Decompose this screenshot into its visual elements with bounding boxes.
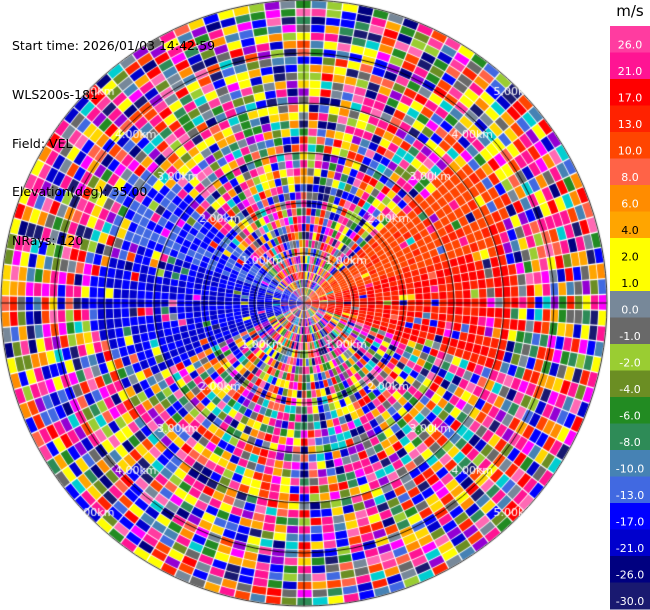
- colorbar-tick-label: -30.0: [616, 595, 644, 608]
- colorbar-swatch: [610, 344, 650, 371]
- colorbar-tick-label: 26.0: [618, 39, 643, 52]
- colorbar-tick-label: 6.0: [621, 198, 639, 211]
- colorbar-tick-label: 0.0: [621, 304, 639, 317]
- colorbar-tick-label: 21.0: [618, 65, 643, 78]
- colorbar-tick-label: 17.0: [618, 92, 643, 105]
- colorbar-swatch: [610, 238, 650, 265]
- colorbar-swatch: [610, 582, 650, 610]
- colorbar-tick-label: 13.0: [618, 118, 643, 131]
- colorbar-tick-label: -13.0: [616, 489, 644, 502]
- colorbar-tick-label: 10.0: [618, 145, 643, 158]
- colorbar-swatch: [610, 158, 650, 186]
- colorbar-swatch: [610, 26, 650, 53]
- colorbar-swatch: [610, 264, 650, 292]
- colorbar-swatch: [610, 79, 650, 106]
- colorbar-tick-label: -1.0: [619, 330, 640, 343]
- field-label: Field: VEL: [12, 135, 73, 151]
- colorbar-tick-label: 2.0: [621, 251, 639, 264]
- colorbar-swatch: [610, 503, 650, 530]
- colorbar-swatch: [610, 370, 650, 398]
- colorbar-swatch: [610, 52, 650, 80]
- colorbar-swatch: [610, 423, 650, 451]
- colorbar-tick-label: -10.0: [616, 463, 644, 476]
- colorbar-swatch: [610, 450, 650, 477]
- colorbar-tick-label: 8.0: [621, 171, 639, 184]
- colorbar-tick-label: 1.0: [621, 277, 639, 290]
- colorbar-swatch: [610, 397, 650, 424]
- colorbar-swatch: [610, 185, 650, 212]
- colorbar-swatch: [610, 211, 650, 239]
- colorbar-swatch: [610, 529, 650, 557]
- scan-info-panel: Start time: 2026/01/03 14:42:59 WLS200s-…: [12, 6, 215, 265]
- colorbar-swatch: [610, 105, 650, 133]
- colorbar-swatch: [610, 132, 650, 159]
- elevation-label: Elevation(deg): 35.00: [12, 184, 148, 200]
- colorbar-swatch: [610, 556, 650, 583]
- colorbar-title: m/s: [616, 2, 644, 20]
- colorbar-tick-label: -26.0: [616, 569, 644, 582]
- colorbar-swatch: [610, 291, 650, 318]
- colorbar-tick-label: -6.0: [619, 410, 640, 423]
- colorbar-tick-label: -17.0: [616, 516, 644, 529]
- colorbar-swatch: [610, 476, 650, 504]
- start-time-label: Start time: 2026/01/03 14:42:59: [12, 38, 216, 54]
- colorbar-tick-label: -21.0: [616, 542, 644, 555]
- colorbar-tick-label: -4.0: [619, 383, 640, 396]
- site-label: WLS200s-181: [12, 87, 98, 103]
- colorbar-swatch: [610, 317, 650, 345]
- nrays-label: NRays: 120: [12, 232, 84, 248]
- colorbar-tick-label: -8.0: [619, 436, 640, 449]
- colorbar-tick-label: 4.0: [621, 224, 639, 237]
- colorbar-tick-label: -2.0: [619, 357, 640, 370]
